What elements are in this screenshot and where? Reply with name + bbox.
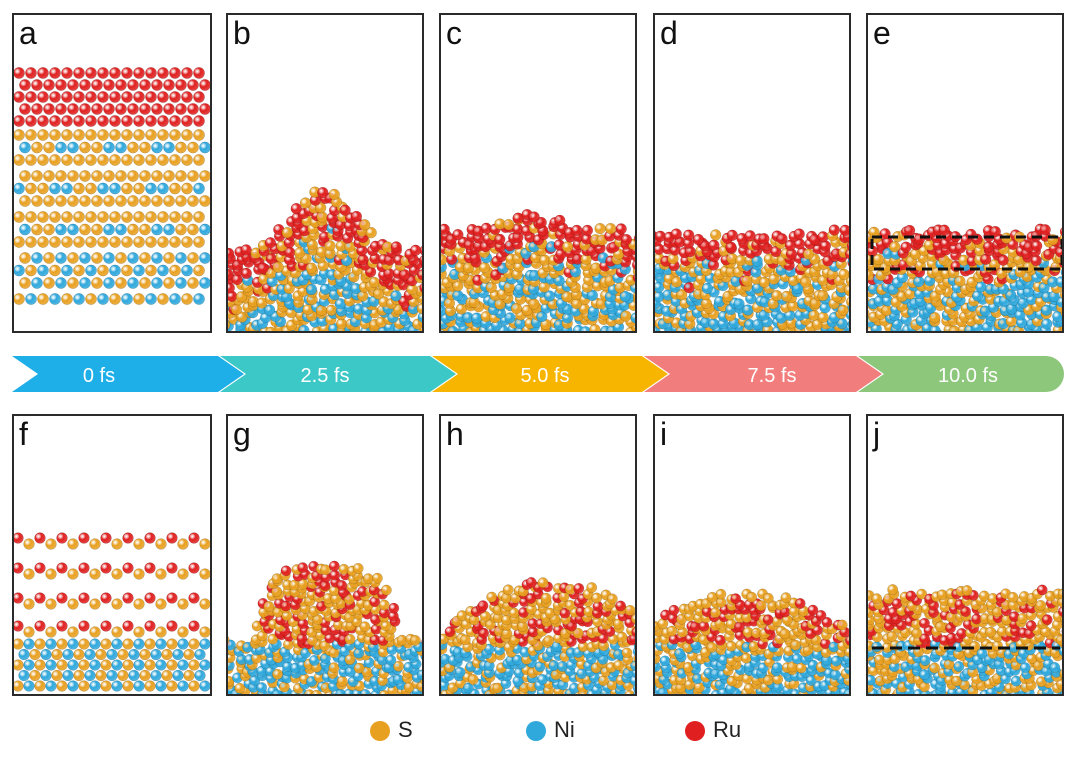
panel-label: f <box>19 416 28 452</box>
panel-label: b <box>233 15 251 51</box>
panel-i: i <box>653 414 851 696</box>
timeline: 0 fs 2.5 fs 5.0 fs 7.5 fs 10.0 fs <box>12 356 1064 392</box>
panel-label: e <box>873 15 891 51</box>
panel-f: f <box>12 414 212 696</box>
panel-a-atoms <box>14 67 210 305</box>
legend: S Ni Ru <box>0 712 1080 748</box>
panel-g-atoms <box>228 560 422 694</box>
sulfur-atom-icon <box>370 721 390 741</box>
panel-c-atoms <box>441 208 635 331</box>
timeline-label: 10.0 fs <box>938 365 998 387</box>
panel-label: h <box>446 416 464 452</box>
panel-h: h <box>439 414 637 696</box>
legend-item-ru: Ru <box>683 712 741 748</box>
panel-h-atoms <box>441 577 635 694</box>
panel-e-atoms <box>868 223 1062 331</box>
panel-label: c <box>446 15 462 51</box>
timeline-step-3: 7.5 fs <box>644 356 882 392</box>
panel-g: g <box>226 414 424 696</box>
panel-d-atoms <box>655 224 849 331</box>
timeline-label: 2.5 fs <box>301 365 350 387</box>
panel-c: c <box>439 13 637 333</box>
panel-label: g <box>233 416 251 452</box>
panel-b-atoms <box>228 186 422 331</box>
panel-j-atoms <box>868 584 1062 694</box>
legend-label: S <box>398 717 413 742</box>
legend-item-ni: Ni <box>524 712 575 748</box>
panel-label: a <box>19 15 37 51</box>
panel-d: d <box>653 13 851 333</box>
legend-item-s: S <box>368 712 413 748</box>
timeline-step-2: 5.0 fs <box>432 356 668 392</box>
timeline-label: 5.0 fs <box>521 365 570 387</box>
timeline-step-4: 10.0 fs <box>858 356 1064 392</box>
timeline-step-0: 0 fs <box>12 356 244 392</box>
panel-a: a <box>12 13 212 333</box>
panel-label: i <box>660 416 668 452</box>
panel-label: d <box>660 15 678 51</box>
legend-label: Ni <box>554 717 575 742</box>
panel-i-atoms <box>655 588 849 694</box>
panel-b: b <box>226 13 424 333</box>
nickel-atom-icon <box>526 721 546 741</box>
timeline-label: 7.5 fs <box>748 365 797 387</box>
panel-e: e <box>866 13 1064 333</box>
ruthenium-atom-icon <box>685 721 705 741</box>
panel-f-atoms <box>14 532 210 692</box>
timeline-label: 0 fs <box>83 365 115 387</box>
panel-j: j <box>866 414 1064 696</box>
timeline-step-1: 2.5 fs <box>220 356 456 392</box>
legend-label: Ru <box>713 717 742 742</box>
panel-label: j <box>873 416 881 452</box>
